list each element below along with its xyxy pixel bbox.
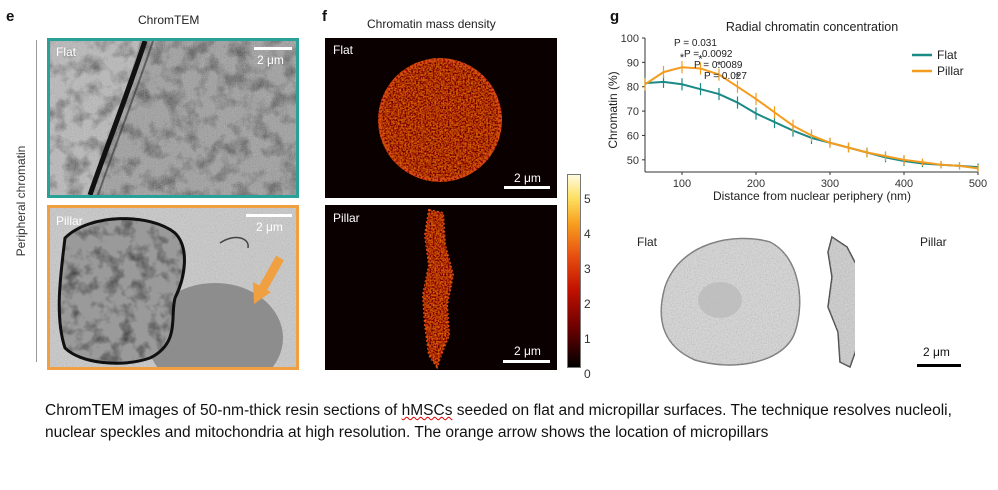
x-tick-label: 200 — [747, 178, 765, 190]
radial-chromatin-chart: Radial chromatin concentration 50 60 70 80 9… — [606, 20, 987, 203]
significance-star: * — [698, 53, 703, 65]
figure-caption: ChromTEM images of 50-nm-thick resin sec… — [45, 400, 985, 444]
density-flat-image: Flat 2 μm — [325, 38, 557, 198]
density-flat-texture — [378, 58, 502, 182]
chart-title: Radial chromatin concentration — [726, 20, 898, 34]
colorbar-tick: 4 — [584, 227, 591, 241]
gray-pillar-label: Pillar — [920, 235, 947, 249]
panel-e-letter: e — [6, 8, 15, 25]
tem-flat-scalebar — [254, 47, 292, 50]
gray-flat-label: Flat — [637, 235, 658, 249]
tem-pillar-image: Pillar 2 μm — [47, 205, 299, 370]
caption-part1: ChromTEM images of 50-nm-thick resin sec… — [45, 402, 402, 419]
panel-g-letter: g — [610, 8, 620, 25]
tem-pillar-texture — [50, 208, 296, 367]
tem-flat-texture — [50, 41, 296, 195]
panel-f-letter: f — [322, 8, 327, 25]
panel-e-title: ChromTEM — [138, 13, 200, 27]
panel-e-side-label: Peripheral chromatin — [14, 145, 28, 257]
p-value-label: P = 0.0089 — [694, 60, 743, 71]
p-value-label: P = 0.027 — [704, 71, 747, 82]
gray-scale-label: 2 μm — [923, 345, 950, 359]
p-value-label: P = 0.0092 — [684, 49, 733, 60]
colorbar-tick: 1 — [584, 332, 591, 346]
gray-scalebar — [917, 364, 961, 367]
panel-e-side-line — [36, 40, 37, 362]
x-tick-label: 500 — [969, 178, 987, 190]
tem-pillar-scale-label: 2 μm — [256, 220, 283, 234]
y-tick-label: 90 — [627, 57, 639, 69]
density-pillar-image: Pillar 2 μm — [325, 205, 557, 370]
tem-flat-scale-label: 2 μm — [257, 53, 284, 67]
significance-star: * — [735, 72, 740, 84]
tem-pillar-label: Pillar — [56, 214, 83, 228]
density-flat-label: Flat — [333, 43, 354, 57]
density-pillar-label: Pillar — [333, 211, 360, 225]
y-tick-label: 70 — [627, 106, 639, 118]
colorbar — [567, 174, 581, 368]
chart-ylabel: Chromatin (%) — [606, 71, 620, 148]
legend-label: Pillar — [937, 64, 964, 78]
series-line-pillar — [644, 66, 979, 170]
colorbar-tick: 5 — [584, 192, 591, 206]
colorbar-tick: 3 — [584, 262, 591, 276]
tem-flat-label: Flat — [56, 45, 77, 59]
y-tick-label: 100 — [621, 33, 639, 45]
tem-pillar-scalebar — [246, 214, 292, 217]
x-tick-label: 300 — [821, 178, 839, 190]
y-tick-label: 80 — [627, 82, 639, 94]
significance-star: * — [717, 60, 722, 72]
density-flat-scale-label: 2 μm — [514, 171, 541, 185]
x-tick-label: 400 — [895, 178, 913, 190]
tem-flat-image: Flat 2 μm — [47, 38, 299, 198]
chart-xlabel: Distance from nuclear periphery (nm) — [713, 189, 911, 203]
x-tick-label: 100 — [673, 178, 691, 190]
legend-label: Flat — [937, 48, 958, 62]
y-tick-label: 60 — [627, 130, 639, 142]
panel-f-title: Chromatin mass density — [367, 17, 496, 31]
density-flat-scalebar — [504, 186, 550, 189]
p-value-label: P = 0.031 — [674, 38, 717, 49]
density-pillar-scale-label: 2 μm — [514, 344, 541, 358]
caption-part2: seeded on flat and micropillar surfaces.… — [45, 402, 952, 441]
series-line-flat — [644, 80, 979, 169]
density-pillar-texture — [421, 208, 455, 370]
y-tick-label: 50 — [627, 155, 639, 167]
micropillar-arrow-icon — [250, 256, 282, 306]
colorbar-ticks: 5 4 3 2 1 0 — [584, 182, 591, 392]
colorbar-tick: 2 — [584, 297, 591, 311]
gray-nuclei-image — [660, 235, 855, 369]
density-pillar-scalebar — [503, 360, 550, 363]
colorbar-tick: 0 — [584, 367, 591, 381]
significance-star: * — [680, 52, 685, 64]
caption-hmscs: hMSCs — [401, 402, 453, 419]
